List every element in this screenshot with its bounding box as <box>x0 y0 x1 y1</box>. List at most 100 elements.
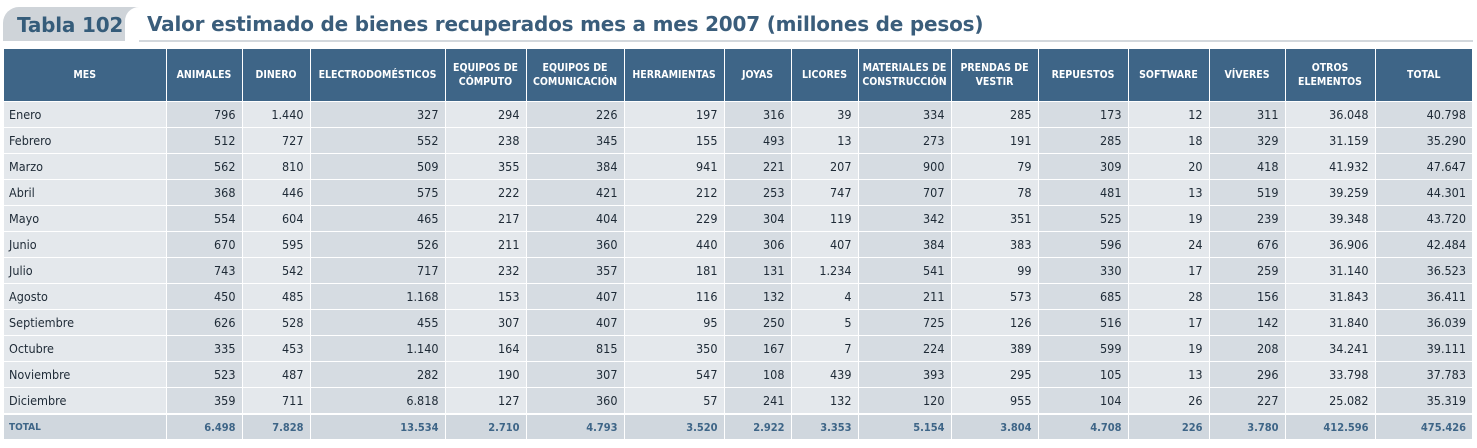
table-row: Agosto 450 485 1.168 153 407 116 132 4 211 573 685 2… <box>4 283 1472 310</box>
value-cell: 119 <box>791 205 859 232</box>
column-header: MATERIALES DE CONSTRUCCIÓN <box>858 49 952 102</box>
value-cell: 120 <box>858 387 952 414</box>
column-header: EQUIPOS DE COMUNICACIÓN <box>526 49 625 102</box>
value-cell: 18 <box>1128 127 1210 154</box>
value-cell: 36.906 <box>1285 231 1376 258</box>
column-header: EQUIPOS DE CÓMPUTO <box>445 49 527 102</box>
value-cell: 31.140 <box>1285 257 1376 284</box>
value-cell: 191 <box>951 127 1039 154</box>
value-cell: 259 <box>1209 257 1286 284</box>
value-cell: 34.241 <box>1285 335 1376 362</box>
value-cell: 12 <box>1128 101 1210 128</box>
value-cell: 273 <box>858 127 952 154</box>
value-cell: 440 <box>624 231 725 258</box>
value-cell: 33.798 <box>1285 361 1376 388</box>
value-cell: 39.348 <box>1285 205 1376 232</box>
value-cell: 487 <box>242 361 311 388</box>
value-cell: 1.168 <box>310 283 446 310</box>
value-cell: 17 <box>1128 309 1210 336</box>
value-cell: 485 <box>242 283 311 310</box>
value-cell: 208 <box>1209 335 1286 362</box>
value-cell: 418 <box>1209 153 1286 180</box>
month-cell: Noviembre <box>4 361 167 388</box>
value-cell: 711 <box>242 387 311 414</box>
total-label: TOTAL <box>4 413 167 439</box>
value-cell: 1.140 <box>310 335 446 362</box>
value-cell: 4 <box>791 283 859 310</box>
value-cell: 342 <box>858 205 952 232</box>
column-header: SOFTWARE <box>1128 49 1210 102</box>
total-cell: 2.710 <box>445 413 527 439</box>
value-cell: 31.159 <box>1285 127 1376 154</box>
value-cell: 407 <box>791 231 859 258</box>
total-cell: 4.793 <box>526 413 625 439</box>
value-cell: 383 <box>951 231 1039 258</box>
value-cell: 384 <box>858 231 952 258</box>
value-cell: 241 <box>724 387 792 414</box>
total-cell: 7.828 <box>242 413 311 439</box>
value-cell: 226 <box>526 101 625 128</box>
value-cell: 36.048 <box>1285 101 1376 128</box>
value-cell: 40.798 <box>1375 101 1472 128</box>
column-header: OTROS ELEMENTOS <box>1285 49 1376 102</box>
month-cell: Enero <box>4 101 167 128</box>
value-cell: 153 <box>445 283 527 310</box>
value-cell: 350 <box>624 335 725 362</box>
value-cell: 327 <box>310 101 446 128</box>
value-cell: 725 <box>858 309 952 336</box>
month-cell: Marzo <box>4 153 167 180</box>
table-header: Tabla 102. Valor estimado de bienes recu… <box>3 7 1473 43</box>
value-cell: 351 <box>951 205 1039 232</box>
value-cell: 404 <box>526 205 625 232</box>
value-cell: 24 <box>1128 231 1210 258</box>
value-cell: 222 <box>445 179 527 206</box>
value-cell: 294 <box>445 101 527 128</box>
value-cell: 39.111 <box>1375 335 1472 362</box>
value-cell: 941 <box>624 153 725 180</box>
value-cell: 36.411 <box>1375 283 1472 310</box>
table-row: Octubre 335 453 1.140 164 815 350 167 7 224 389 599… <box>4 335 1472 362</box>
table-number-tag: Tabla 102. <box>3 7 139 41</box>
value-cell: 20 <box>1128 153 1210 180</box>
value-cell: 345 <box>526 127 625 154</box>
value-cell: 329 <box>1209 127 1286 154</box>
value-cell: 509 <box>310 153 446 180</box>
value-cell: 573 <box>951 283 1039 310</box>
value-cell: 810 <box>242 153 311 180</box>
value-cell: 359 <box>166 387 243 414</box>
total-cell: 3.804 <box>951 413 1039 439</box>
total-row: TOTAL 6.498 7.828 13.534 2.710 4.793 3.520 2.92… <box>4 413 1472 439</box>
value-cell: 217 <box>445 205 527 232</box>
value-cell: 360 <box>526 231 625 258</box>
value-cell: 296 <box>1209 361 1286 388</box>
value-cell: 108 <box>724 361 792 388</box>
value-cell: 104 <box>1038 387 1129 414</box>
value-cell: 224 <box>858 335 952 362</box>
column-header: VÍVERES <box>1209 49 1286 102</box>
value-cell: 238 <box>445 127 527 154</box>
value-cell: 78 <box>951 179 1039 206</box>
table-row: Enero 796 1.440 327 294 226 197 316 39 334 285 173 1… <box>4 101 1472 128</box>
value-cell: 307 <box>445 309 527 336</box>
value-cell: 285 <box>951 101 1039 128</box>
value-cell: 42.484 <box>1375 231 1472 258</box>
value-cell: 211 <box>445 231 527 258</box>
value-cell: 599 <box>1038 335 1129 362</box>
value-cell: 181 <box>624 257 725 284</box>
value-cell: 523 <box>166 361 243 388</box>
value-cell: 685 <box>1038 283 1129 310</box>
value-cell: 541 <box>858 257 952 284</box>
column-header: MES <box>4 49 167 102</box>
value-cell: 5 <box>791 309 859 336</box>
table-number: Tabla 102. <box>17 13 131 37</box>
value-cell: 37.783 <box>1375 361 1472 388</box>
table-row: Noviembre 523 487 282 190 307 547 108 439 393 295 1… <box>4 361 1472 388</box>
value-cell: 126 <box>951 309 1039 336</box>
value-cell: 31.843 <box>1285 283 1376 310</box>
value-cell: 575 <box>310 179 446 206</box>
month-cell: Agosto <box>4 283 167 310</box>
value-cell: 282 <box>310 361 446 388</box>
table-body: Enero 796 1.440 327 294 226 197 316 39 334 285 173 1… <box>4 101 1472 414</box>
value-cell: 747 <box>791 179 859 206</box>
header-row: MES ANIMALES DINERO ELECTRODOMÉSTICOS EQUIPO… <box>4 49 1472 102</box>
